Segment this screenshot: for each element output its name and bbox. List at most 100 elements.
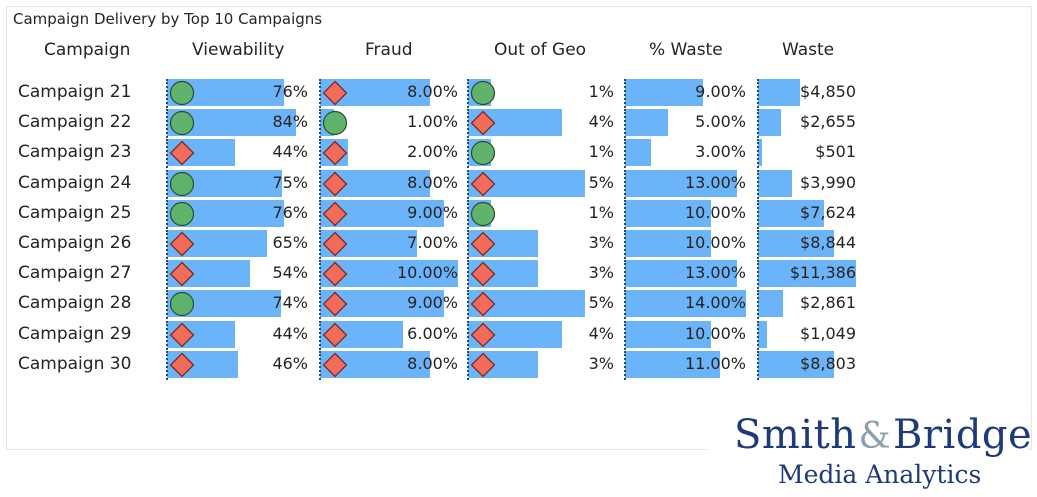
column-header-out-of-geo[interactable]: Out of Geo — [494, 40, 587, 60]
value-label-viewability: 75% — [272, 172, 308, 192]
red-diamond-icon — [169, 322, 195, 348]
row-label-campaign: Campaign 23 — [18, 142, 132, 163]
value-label-out-of-geo: 4% — [588, 323, 614, 343]
column-header-viewability[interactable]: Viewability — [192, 40, 285, 60]
cell-out-of-geo: 3% — [467, 350, 614, 380]
cell-viewability: 46% — [166, 350, 308, 380]
red-diamond-icon — [470, 261, 496, 287]
column-axis-line — [319, 139, 321, 169]
green-circle-icon — [169, 201, 195, 226]
cell-out-of-geo: 1% — [467, 79, 614, 108]
bar-waste — [758, 260, 856, 288]
red-diamond-icon — [470, 291, 496, 317]
column-axis-line — [624, 290, 626, 320]
value-label-fraud: 8.00% — [407, 353, 458, 373]
column-header-fraud[interactable]: Fraud — [365, 40, 413, 60]
cell-waste: $501 — [757, 139, 856, 169]
value-label-fraud: 7.00% — [407, 233, 458, 252]
smith-bridge-logo: Smith&Bridge Media Analytics — [708, 410, 1032, 497]
value-label-waste: $11,386 — [789, 263, 856, 283]
row-label-campaign: Campaign 28 — [18, 293, 132, 314]
logo-name-right: Bridge — [893, 412, 1033, 458]
column-axis-line — [757, 109, 759, 139]
row-label-campaign: Campaign 27 — [18, 263, 132, 284]
bar-waste — [758, 230, 835, 257]
bar-pct-waste — [625, 79, 703, 106]
row-label-campaign: Campaign 30 — [18, 353, 132, 374]
column-axis-line — [757, 350, 759, 380]
column-axis-line — [757, 230, 759, 259]
bar-pct-waste — [625, 290, 746, 318]
logo-wordmark: Smith&Bridge — [734, 412, 1032, 458]
red-diamond-icon — [470, 231, 496, 257]
logo-subtitle: Media Analytics — [778, 460, 982, 489]
cell-viewability: 74% — [166, 290, 308, 320]
column-axis-line — [467, 169, 469, 199]
cell-fraud: 1.00% — [319, 109, 458, 139]
row-label-campaign: Campaign 29 — [18, 323, 132, 344]
green-circle-icon — [470, 201, 496, 226]
cell-pct-waste: 10.00% — [624, 230, 746, 259]
value-label-waste: $4,850 — [800, 82, 856, 101]
cell-fraud: 2.00% — [319, 139, 458, 169]
column-axis-line — [166, 260, 168, 290]
value-label-waste: $2,861 — [800, 293, 856, 313]
column-axis-line — [166, 230, 168, 259]
cell-fraud: 10.00% — [319, 260, 458, 290]
red-diamond-icon — [470, 352, 496, 378]
column-axis-line — [319, 230, 321, 259]
column-axis-line — [467, 199, 469, 229]
red-diamond-icon — [169, 140, 195, 166]
cell-viewability: 76% — [166, 199, 308, 229]
row-label-campaign: Campaign 26 — [18, 233, 132, 253]
value-label-fraud: 2.00% — [407, 142, 458, 162]
cell-viewability: 75% — [166, 169, 308, 199]
red-diamond-icon — [470, 171, 496, 197]
bar-pct-waste — [625, 320, 712, 348]
cell-viewability: 65% — [166, 230, 308, 259]
column-axis-line — [319, 350, 321, 380]
column-header-pct-waste[interactable]: % Waste — [649, 40, 723, 60]
column-header-campaign[interactable]: Campaign — [44, 40, 131, 60]
table-visual-card — [6, 6, 1032, 450]
value-label-out-of-geo: 3% — [588, 233, 614, 252]
cell-waste: $7,624 — [757, 199, 856, 229]
value-label-pct-waste: 5.00% — [695, 112, 746, 132]
value-label-waste: $8,803 — [800, 353, 856, 373]
cell-pct-waste: 14.00% — [624, 290, 746, 320]
red-diamond-icon — [322, 352, 348, 378]
green-circle-icon — [470, 141, 496, 166]
column-axis-line — [319, 169, 321, 199]
row-label-campaign: Campaign 21 — [18, 82, 132, 102]
cell-waste: $2,861 — [757, 290, 856, 320]
cell-fraud: 6.00% — [319, 320, 458, 350]
value-label-viewability: 84% — [272, 112, 308, 132]
column-axis-line — [757, 79, 759, 108]
value-label-pct-waste: 3.00% — [695, 142, 746, 162]
cell-viewability: 54% — [166, 260, 308, 290]
column-axis-line — [624, 320, 626, 350]
cell-out-of-geo: 1% — [467, 139, 614, 169]
value-label-fraud: 10.00% — [396, 263, 458, 283]
cell-viewability: 84% — [166, 109, 308, 139]
column-axis-line — [166, 139, 168, 169]
column-axis-line — [166, 199, 168, 229]
column-axis-line — [624, 169, 626, 199]
column-axis-line — [624, 109, 626, 139]
column-header-waste[interactable]: Waste — [782, 40, 835, 60]
red-diamond-icon — [322, 201, 348, 227]
cell-waste: $11,386 — [757, 260, 856, 290]
column-axis-line — [624, 350, 626, 380]
bar-waste — [758, 79, 800, 106]
cell-pct-waste: 9.00% — [624, 79, 746, 108]
column-axis-line — [166, 109, 168, 139]
value-label-fraud: 1.00% — [407, 112, 458, 132]
value-label-pct-waste: 11.00% — [684, 353, 746, 373]
cell-pct-waste: 10.00% — [624, 199, 746, 229]
cell-pct-waste: 10.00% — [624, 320, 746, 350]
value-label-pct-waste: 13.00% — [684, 263, 746, 283]
column-axis-line — [467, 290, 469, 320]
cell-fraud: 8.00% — [319, 350, 458, 380]
value-label-out-of-geo: 5% — [588, 293, 614, 313]
cell-waste: $2,655 — [757, 109, 856, 139]
